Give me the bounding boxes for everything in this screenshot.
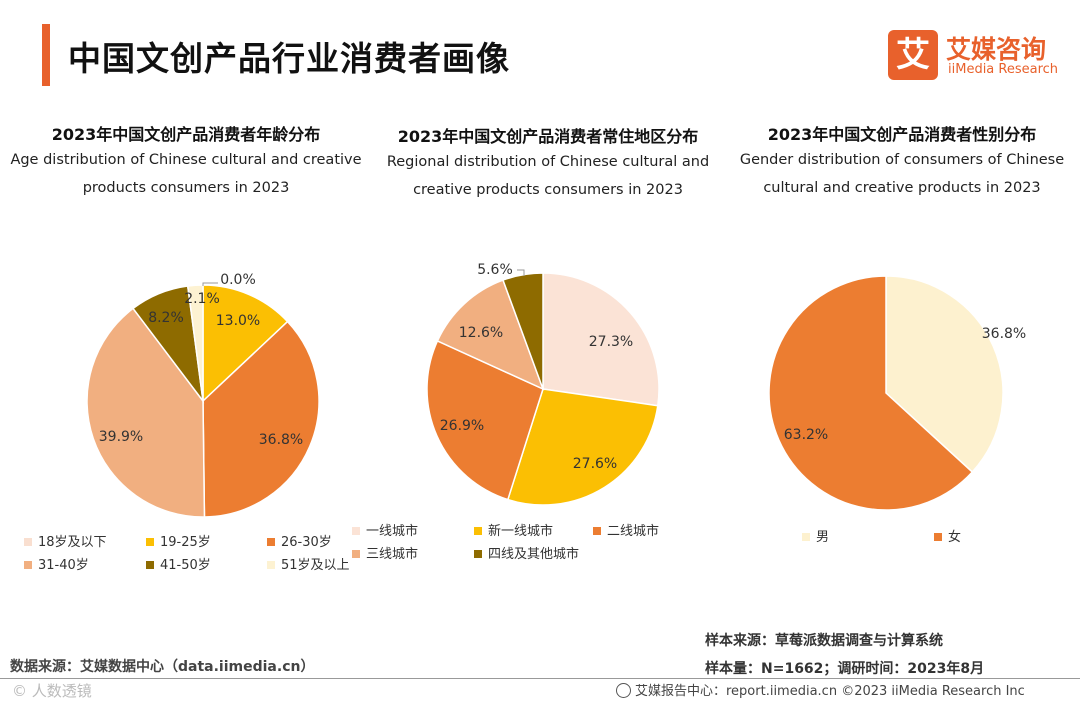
legend-swatch	[802, 532, 810, 541]
age-data-label: 8.2%	[148, 310, 184, 326]
region-chart-subtitle-2: creative products consumers in 2023	[413, 182, 683, 198]
age-slice-3	[86, 307, 206, 518]
legend-label: 18岁及以下	[38, 535, 107, 550]
region-leader-line	[517, 269, 525, 276]
legend-label: 男	[816, 530, 830, 545]
region-data-label: 27.3%	[589, 334, 633, 350]
age-data-label: 0.0%	[220, 272, 256, 288]
globe-icon	[616, 683, 631, 698]
age-slice-2	[202, 320, 320, 518]
report-center-text: 艾媒报告中心：report.iimedia.cn ©2023 iiMedia R…	[635, 684, 1025, 699]
age-chart-subtitle-1: Age distribution of Chinese cultural and…	[10, 152, 362, 168]
legend-swatch	[24, 560, 32, 569]
age-leader-line	[202, 282, 218, 286]
legend-swatch	[24, 537, 32, 546]
legend-label: 31-40岁	[38, 558, 89, 573]
region-slice-4	[502, 272, 544, 390]
report-center: 艾媒报告中心：report.iimedia.cn ©2023 iiMedia R…	[616, 680, 1025, 699]
logo-mark: 艾	[888, 30, 938, 80]
gender-chart-subtitle-2: cultural and creative products in 2023	[763, 180, 1041, 196]
gender-legend-item: 男	[802, 526, 829, 545]
iimedia-logo: 艾 艾媒咨询 iiMedia Research	[888, 30, 1068, 80]
region-slice-0	[542, 272, 660, 407]
region-data-label: 27.6%	[573, 456, 617, 472]
legend-swatch	[146, 560, 154, 569]
gender-data-label: 63.2%	[784, 427, 828, 443]
region-data-label: 26.9%	[440, 418, 484, 434]
age-legend-item: 18岁及以下	[24, 531, 107, 550]
region-chart-subtitle-1: Regional distribution of Chinese cultura…	[386, 154, 710, 170]
age-data-label: 2.1%	[184, 291, 220, 307]
watermark: © 人数透镜	[12, 682, 92, 700]
legend-label: 女	[948, 530, 962, 545]
sample-size: 样本量：N=1662；调研时间：2023年8月	[705, 661, 985, 677]
age-slice-1	[202, 284, 289, 403]
legend-label: 一线城市	[366, 524, 419, 539]
gender-data-label: 36.8%	[982, 326, 1026, 342]
legend-label: 四线及其他城市	[488, 547, 580, 562]
region-slice-3	[436, 279, 545, 391]
region-chart-title: 2023年中国文创产品消费者常住地区分布	[397, 127, 699, 146]
region-legend-item: 一线城市	[352, 520, 418, 539]
legend-swatch	[474, 526, 482, 535]
age-legend-item: 51岁及以上	[267, 554, 350, 573]
region-data-label: 12.6%	[459, 325, 503, 341]
title-accent-bar	[42, 24, 50, 86]
legend-swatch	[267, 560, 275, 569]
logo-name-en: iiMedia Research	[948, 62, 1059, 77]
legend-swatch	[146, 537, 154, 546]
region-legend-item: 三线城市	[352, 543, 418, 562]
age-chart-title: 2023年中国文创产品消费者年龄分布	[51, 125, 321, 144]
gender-legend-item: 女	[934, 526, 961, 545]
age-legend-item: 19-25岁	[146, 531, 211, 550]
region-slice-2	[426, 339, 544, 501]
logo-name-cn: 艾媒咨询	[946, 35, 1047, 64]
legend-label: 41-50岁	[160, 558, 211, 573]
legend-label: 二线城市	[607, 524, 660, 539]
age-data-label: 13.0%	[216, 313, 260, 329]
data-source: 数据来源：艾媒数据中心（data.iimedia.cn）	[10, 659, 315, 675]
age-legend-item: 31-40岁	[24, 554, 89, 573]
legend-swatch	[352, 526, 360, 535]
footer-divider	[0, 678, 1080, 679]
legend-label: 26-30岁	[281, 535, 332, 550]
gender-slice-0	[885, 275, 1004, 474]
gender-slice-1	[768, 275, 974, 511]
legend-label: 新一线城市	[488, 524, 554, 539]
legend-label: 三线城市	[366, 547, 419, 562]
age-legend-item: 26-30岁	[267, 531, 332, 550]
legend-swatch	[267, 537, 275, 546]
page-title: 中国文创产品行业消费者画像	[68, 39, 510, 78]
age-chart-subtitle-2: products consumers in 2023	[82, 180, 290, 196]
region-data-label: 5.6%	[477, 262, 513, 278]
age-data-label: 39.9%	[99, 429, 143, 445]
legend-swatch	[934, 532, 942, 541]
gender-chart-title: 2023年中国文创产品消费者性别分布	[767, 125, 1037, 144]
region-legend-item: 新一线城市	[474, 520, 553, 539]
legend-swatch	[593, 526, 601, 535]
legend-label: 51岁及以上	[281, 558, 350, 573]
age-legend-item: 41-50岁	[146, 554, 211, 573]
legend-swatch	[352, 549, 360, 558]
sample-source: 样本来源：草莓派数据调查与计算系统	[705, 633, 943, 649]
region-legend-item: 四线及其他城市	[474, 543, 579, 562]
gender-chart-subtitle-1: Gender distribution of consumers of Chin…	[739, 152, 1065, 168]
age-data-label: 36.8%	[259, 432, 303, 448]
region-slice-1	[506, 388, 659, 506]
legend-swatch	[474, 549, 482, 558]
region-legend-item: 二线城市	[593, 520, 659, 539]
legend-label: 19-25岁	[160, 535, 211, 550]
